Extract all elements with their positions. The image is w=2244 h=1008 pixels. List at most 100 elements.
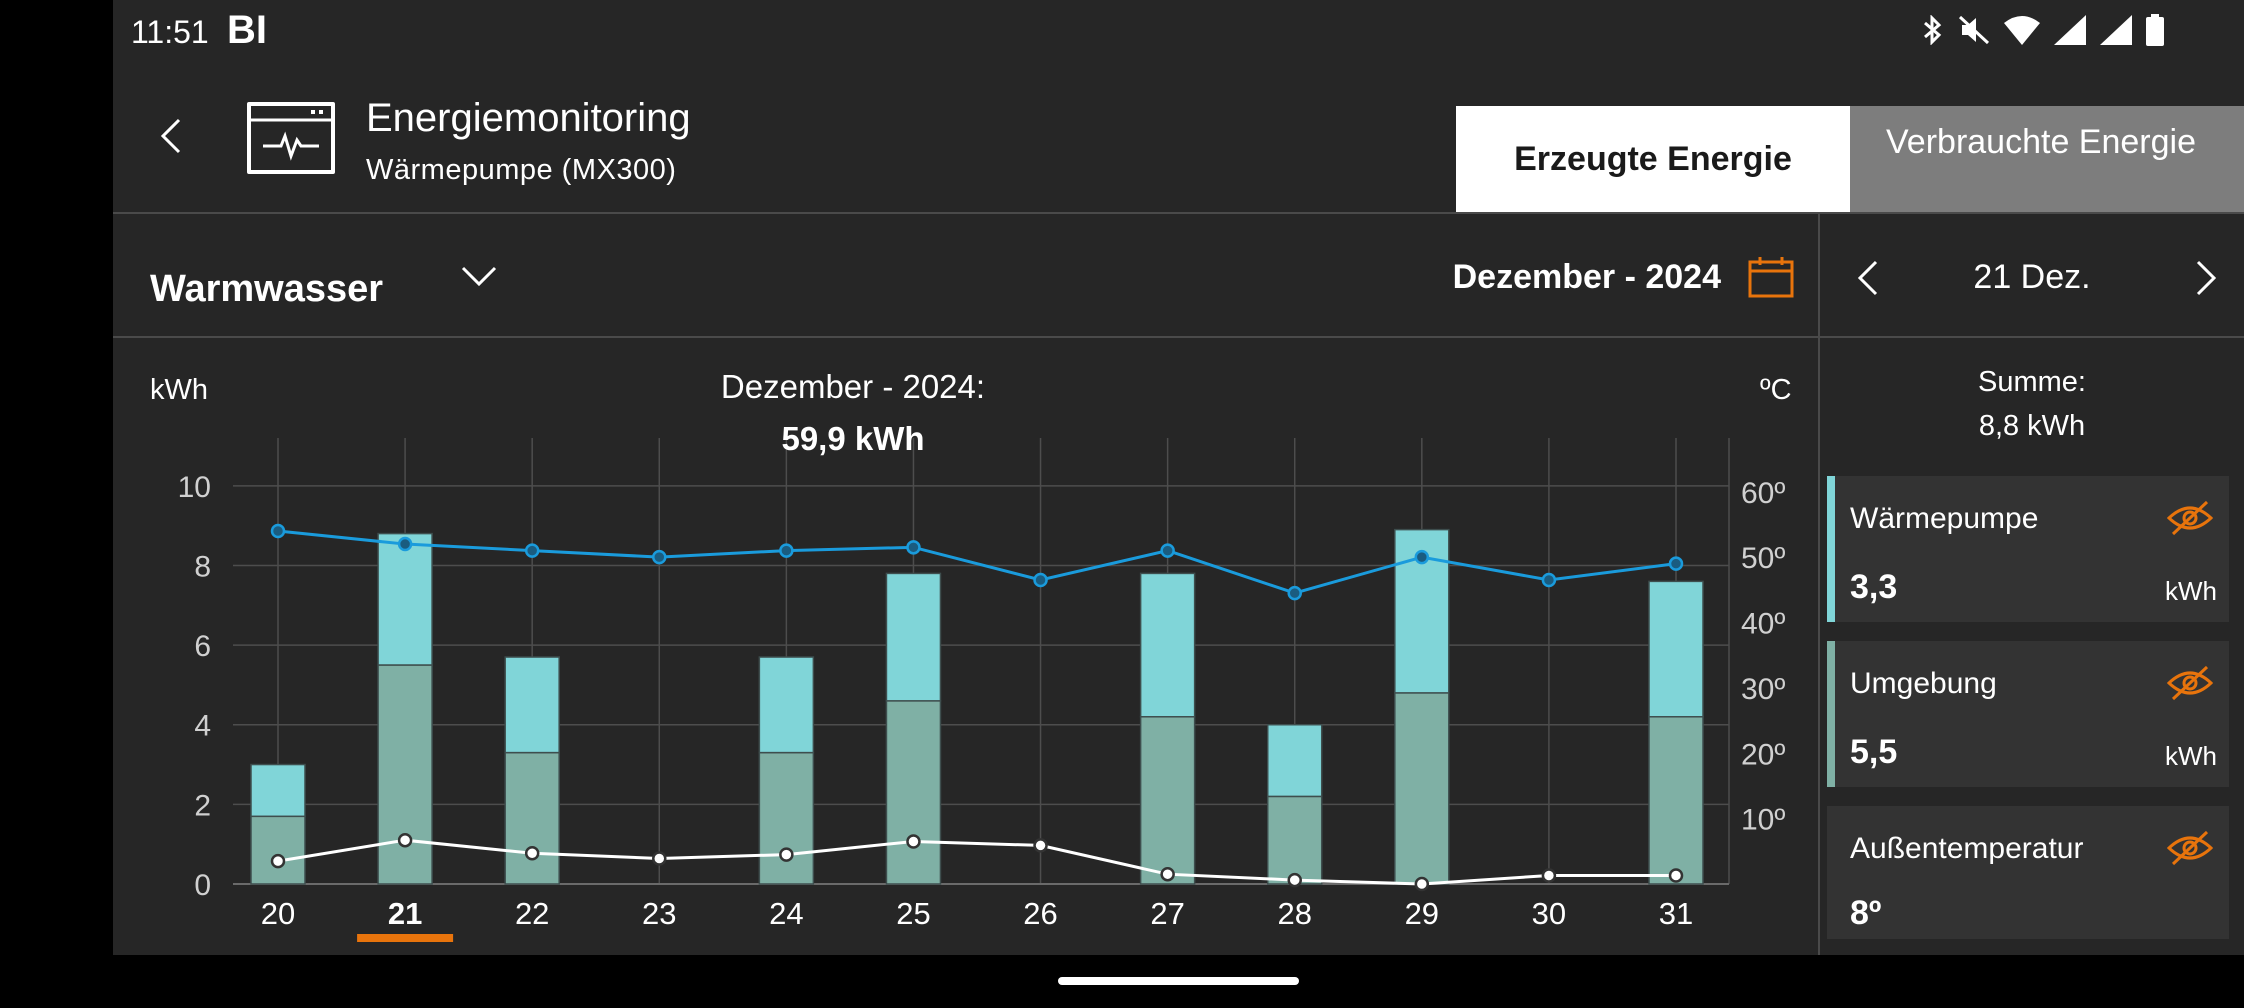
card-outdoor-temperature: Außentemperatur 8º [1827, 806, 2229, 939]
y2-tick-label: 50º [1741, 542, 1785, 575]
selected-day-indicator [357, 934, 454, 942]
battery-icon [2146, 14, 2164, 46]
card-unit: kWh [2165, 576, 2217, 606]
tab-generated-energy[interactable]: Erzeugte Energie [1456, 106, 1850, 212]
card-unit: kWh [2165, 741, 2217, 771]
bar-segment [758, 751, 815, 885]
monitoring-icon [247, 102, 335, 174]
card-label: Umgebung [1850, 667, 1997, 700]
x-tick-label: 27 [1150, 896, 1184, 931]
sum-value: 8,8 kWh [1978, 410, 2086, 442]
calendar-icon[interactable] [1748, 256, 1794, 298]
card-environment: Umgebung 5,5 kWh [1827, 641, 2229, 787]
signal-icon [2100, 15, 2132, 45]
line-point [524, 543, 540, 558]
y2-tick-label: 40º [1741, 608, 1785, 641]
bar-segment [758, 656, 815, 754]
x-tick-label: 29 [1405, 896, 1439, 931]
app-header: Energiemonitoring Wärmepumpe (MX300) Erz… [113, 64, 2244, 214]
back-arrow-icon[interactable] [151, 116, 191, 156]
line-point [906, 540, 921, 555]
line-point [1414, 876, 1430, 892]
bar-segment [1266, 795, 1323, 885]
wifi-icon [2004, 16, 2040, 45]
line-point [397, 536, 413, 552]
sum-label: Summe: [1978, 366, 2086, 398]
card-value: 8º [1850, 894, 1882, 932]
line-point [270, 853, 286, 869]
line-point [906, 834, 921, 849]
bar-segment [885, 700, 942, 885]
bluetooth-icon [1924, 15, 1942, 45]
tab-consumed-energy[interactable]: Verbrauchte Energie [1850, 106, 2244, 212]
bar-segment [1648, 580, 1704, 718]
line-point [1541, 868, 1557, 883]
bar-segment [1266, 723, 1323, 798]
chevron-left-icon[interactable] [1852, 258, 1882, 298]
y-tick-label: 4 [194, 710, 211, 743]
bar-segment [885, 572, 942, 702]
energy-chart: 0 2 4 6 8 10 10º 20º 30º 40º 50º 60º 20 21 22 23 24 25 26 2… [113, 338, 1818, 955]
line-point [1160, 543, 1175, 558]
x-tick-label: 28 [1277, 896, 1311, 931]
eye-hidden-icon[interactable] [2167, 663, 2213, 703]
eye-hidden-icon[interactable] [2167, 498, 2213, 538]
bar-segment [1139, 572, 1196, 718]
line-point [652, 851, 667, 866]
chevron-down-icon[interactable] [459, 262, 499, 292]
line-point [1287, 872, 1302, 888]
app-screen: 11:51 BI Energiemonitoring Wärmepumpe (M… [113, 0, 2244, 955]
bar-segment [377, 664, 433, 885]
period-label[interactable]: Dezember - 2024 [1452, 258, 1721, 296]
carrier-logo: BI [227, 8, 267, 52]
y2-tick-label: 60º [1741, 477, 1785, 510]
line-point [1668, 868, 1684, 883]
card-heatpump: Wärmepumpe 3,3 kWh [1827, 476, 2229, 622]
line-point [1033, 838, 1048, 853]
line-point [270, 523, 286, 539]
line-point [524, 846, 540, 861]
status-bar: 11:51 BI [113, 0, 2244, 64]
y2-tick-label: 10º [1741, 804, 1785, 837]
filter-bar: Warmwasser Dezember - 2024 [113, 214, 1818, 338]
y-tick-label: 6 [194, 630, 211, 663]
y2-tick-label: 30º [1741, 673, 1785, 706]
line-point [1287, 585, 1302, 601]
bar-segment [1139, 716, 1196, 885]
card-value: 3,3 [1850, 568, 1898, 606]
eye-hidden-icon[interactable] [2167, 828, 2213, 868]
day-summary-panel: 21 Dez. Summe: 8,8 kWh Wärmepumpe 3,3 kW… [1820, 214, 2244, 955]
card-value: 5,5 [1850, 733, 1898, 771]
chart-title: Dezember - 2024: [720, 368, 986, 405]
x-tick-label: 25 [896, 896, 930, 931]
y2-tick-label: 20º [1741, 738, 1785, 771]
day-navigation: 21 Dez. [1820, 214, 2244, 338]
line-point [779, 847, 794, 862]
panel-divider [1818, 214, 1820, 955]
line-series [277, 838, 1676, 886]
x-tick-label: 20 [261, 896, 295, 931]
x-tick-label: 21 [388, 896, 422, 931]
y-axis-unit: kWh [150, 374, 208, 406]
category-select[interactable]: Warmwasser [150, 268, 384, 310]
legend-color-bar [1827, 641, 1835, 787]
line-point [652, 549, 667, 565]
bar-segment [377, 532, 433, 666]
x-tick-label: 22 [515, 896, 549, 931]
x-tick-label: 26 [1023, 896, 1057, 931]
x-tick-label: 30 [1532, 896, 1566, 931]
page-title: Energiemonitoring [366, 96, 691, 140]
y-tick-label: 2 [194, 789, 211, 822]
mute-icon [1958, 15, 1990, 45]
device-subtitle: Wärmepumpe (MX300) [366, 154, 677, 186]
y2-axis-unit: ºC [1760, 374, 1792, 406]
line-point [1033, 572, 1048, 588]
card-label: Außentemperatur [1850, 832, 2084, 865]
y-tick-label: 0 [194, 869, 211, 902]
card-label: Wärmepumpe [1850, 502, 2039, 535]
chevron-right-icon[interactable] [2192, 258, 2222, 298]
home-indicator[interactable] [1058, 977, 1299, 985]
selected-day: 21 Dez. [1973, 258, 2091, 296]
line-point [1414, 549, 1430, 565]
